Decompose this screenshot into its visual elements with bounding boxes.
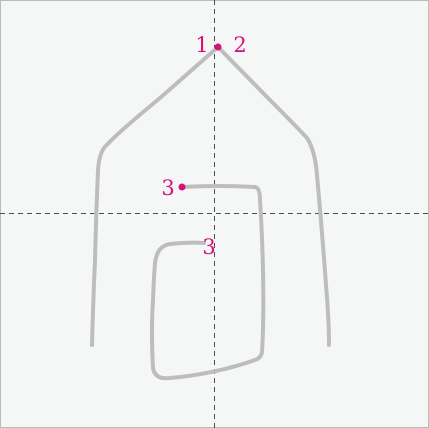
- stroke-1-path: [90, 45, 220, 347]
- stroke-1-2-start-dot: [214, 43, 222, 51]
- stroke-3-middle-number: 3: [202, 235, 215, 259]
- stroke-3-path: [150, 184, 266, 381]
- stroke-3-start-number: 3: [161, 176, 174, 200]
- stroke-1-number: 1: [195, 33, 208, 57]
- stroke-2-path: [216, 45, 331, 347]
- stroke-3-start-dot: [178, 183, 186, 191]
- stroke-2-number: 2: [233, 33, 246, 57]
